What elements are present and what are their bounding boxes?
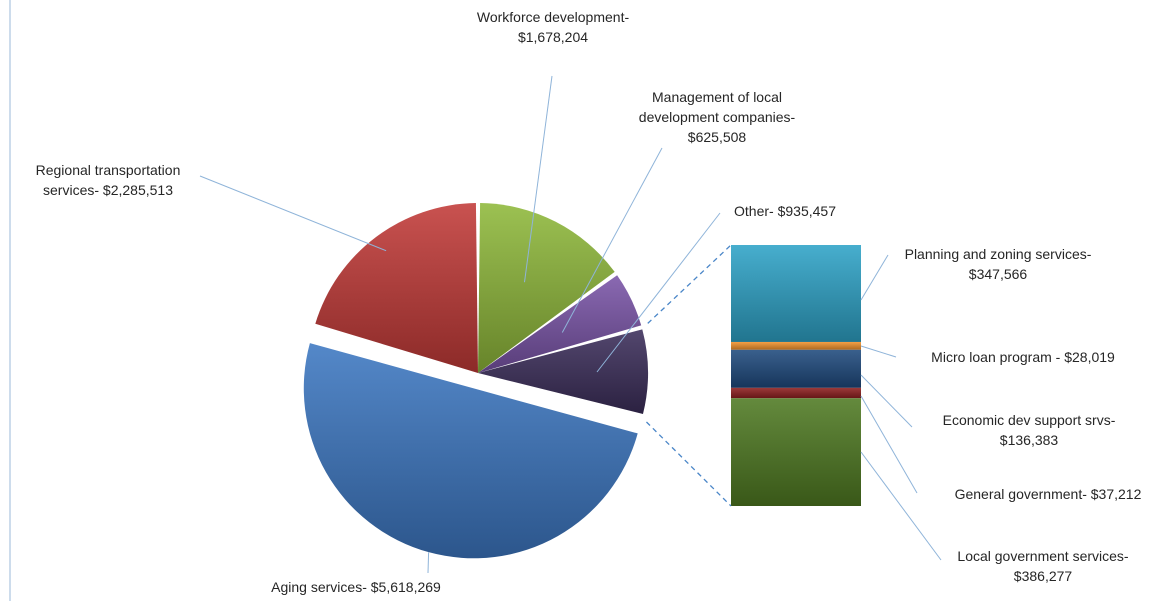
- segment-label-general-government: General government- $37,212: [955, 486, 1142, 502]
- segment-label-local-government-services: Local government services-$386,277: [957, 548, 1129, 584]
- bar-segment-micro-loan-program: [731, 341, 861, 350]
- connector-top: [647, 244, 732, 324]
- segment-leader-line-micro-loan-program: [860, 345, 897, 358]
- segment-label-micro-loan-program: Micro loan program - $28,019: [931, 349, 1115, 365]
- slice-leader-line-other: [596, 212, 721, 373]
- bar-segment-economic-dev-support-srvs: [731, 349, 861, 388]
- bar-segment-general-government: [731, 387, 861, 399]
- slice-label-management-of-local-development-companies: Management of local development companies…: [639, 89, 796, 145]
- pie-slice-management-of-local-development-companies: [478, 275, 642, 373]
- slice-leader-line-regional-transportation-services: [199, 175, 387, 252]
- pie-slice-workforce-development: [478, 203, 615, 373]
- slice-label-regional-transportation-services: Regional transportation services- $2,285,…: [36, 162, 181, 198]
- pie-slice-aging-services: [303, 343, 638, 559]
- segment-leader-line-local-government-services: [860, 451, 942, 561]
- connector-bottom: [646, 421, 732, 507]
- segment-label-planning-and-zoning-services: Planning and zoning services-$347,566: [905, 246, 1092, 282]
- slice-leader-line-aging-services: [427, 552, 430, 574]
- segment-leader-line-general-government: [860, 395, 918, 494]
- segment-leader-line-economic-dev-support-srvs: [860, 374, 913, 428]
- slice-leader-line-management-of-local-development-companies: [561, 147, 663, 333]
- segment-leader-line-planning-and-zoning-services: [860, 254, 889, 301]
- slice-label-workforce-development: Workforce development-$1,678,204: [477, 9, 630, 45]
- segment-label-economic-dev-support-srvs: Economic dev support srvs-$136,383: [943, 412, 1116, 448]
- slice-label-aging-services: Aging services- $5,618,269: [271, 579, 441, 595]
- pie-slice-other: [478, 329, 649, 414]
- slice-leader-line-workforce-development: [524, 75, 553, 283]
- bar-segment-planning-and-zoning-services: [731, 245, 861, 342]
- bar-segment-local-government-services: [731, 398, 861, 506]
- pie-slice-regional-transportation-services: [315, 203, 478, 373]
- slice-label-other: Other- $935,457: [734, 203, 836, 219]
